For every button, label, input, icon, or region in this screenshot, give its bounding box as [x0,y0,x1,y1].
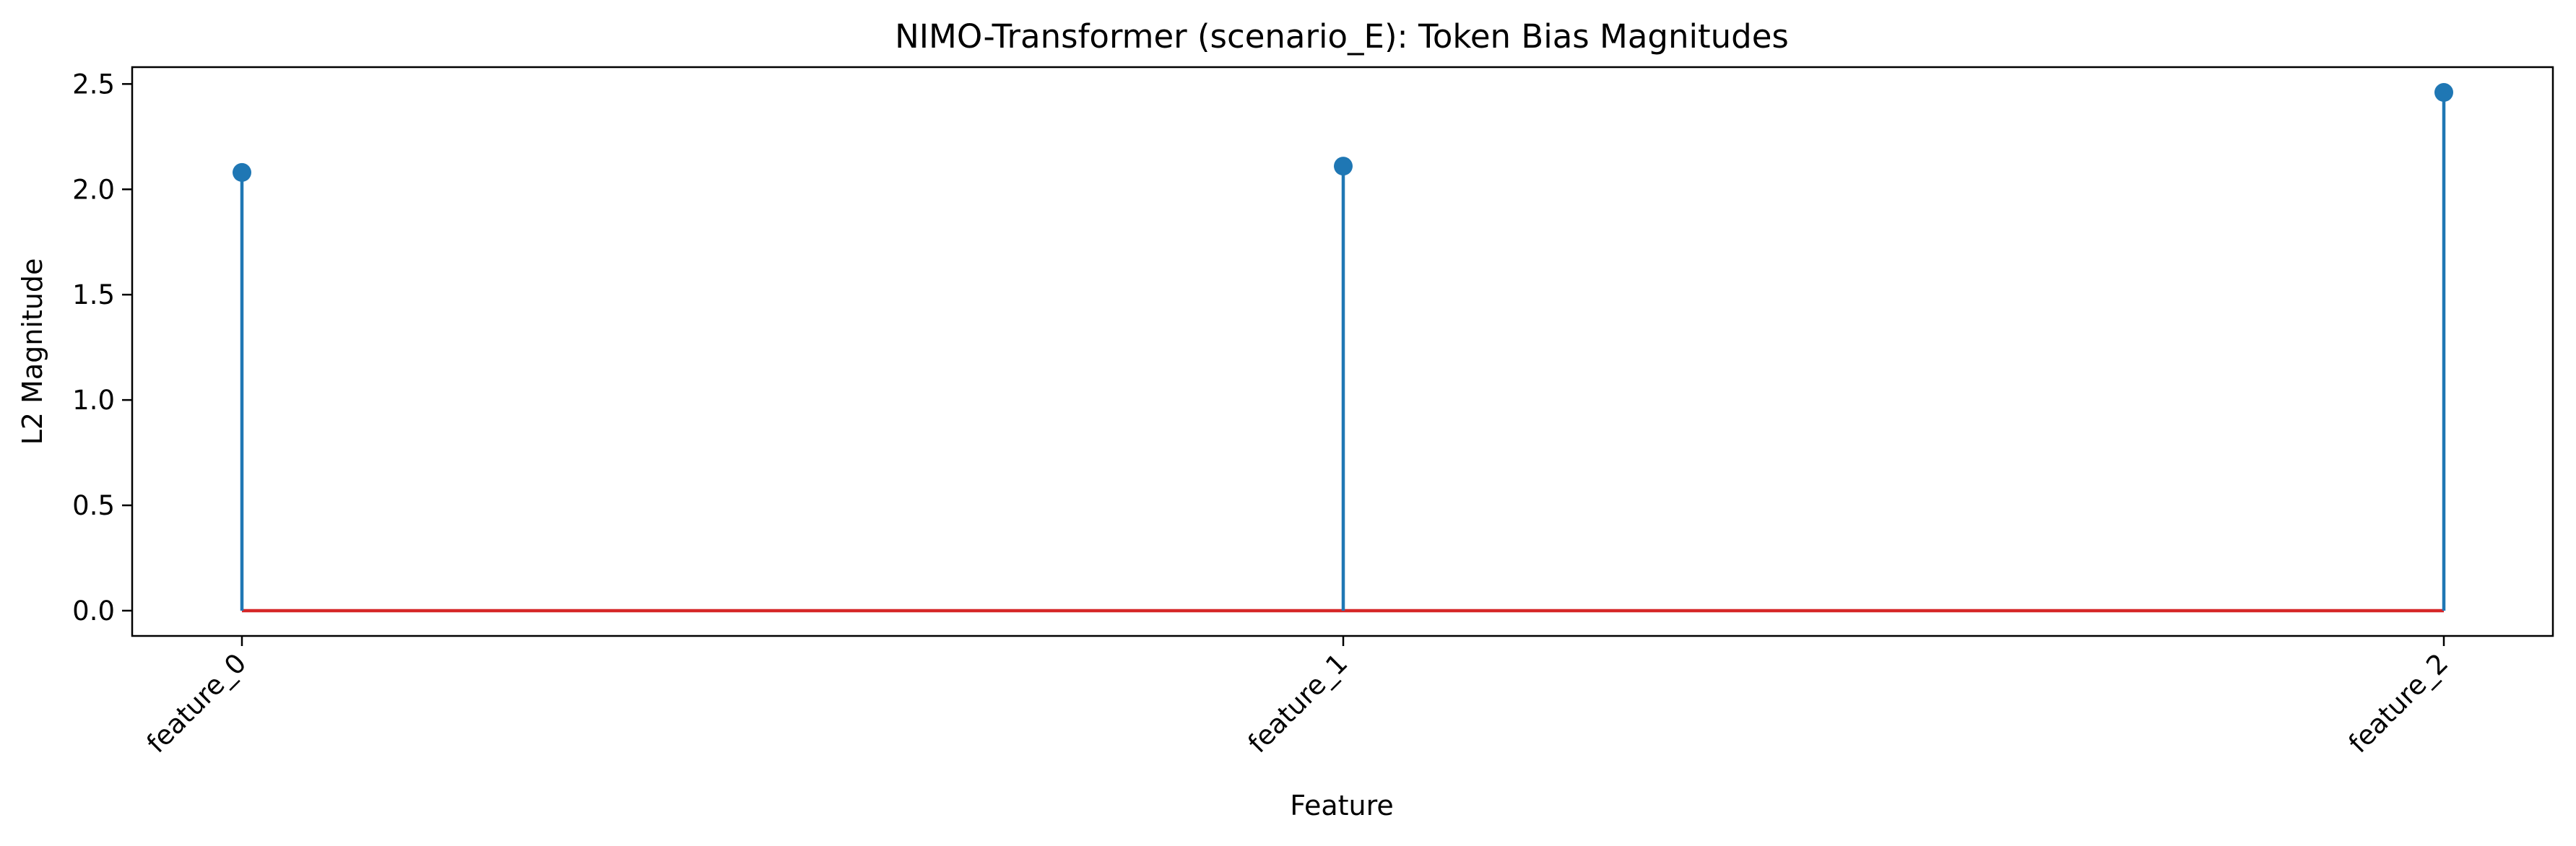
stem-marker [233,162,251,182]
stem-marker [2434,83,2453,103]
y-axis-label: L2 Magnitude [17,258,48,445]
y-tick-label: 1.0 [72,385,115,416]
x-axis-label: Feature [1290,790,1394,821]
y-tick-label: 1.5 [72,279,115,310]
y-tick-label: 0.0 [72,596,115,627]
y-tick-label: 0.5 [72,490,115,521]
y-tick-label: 2.5 [72,69,115,100]
y-tick-label: 2.0 [72,174,115,205]
chart-title: NIMO-Transformer (scenario_E): Token Bia… [895,17,1789,56]
stem-marker [1334,157,1353,176]
